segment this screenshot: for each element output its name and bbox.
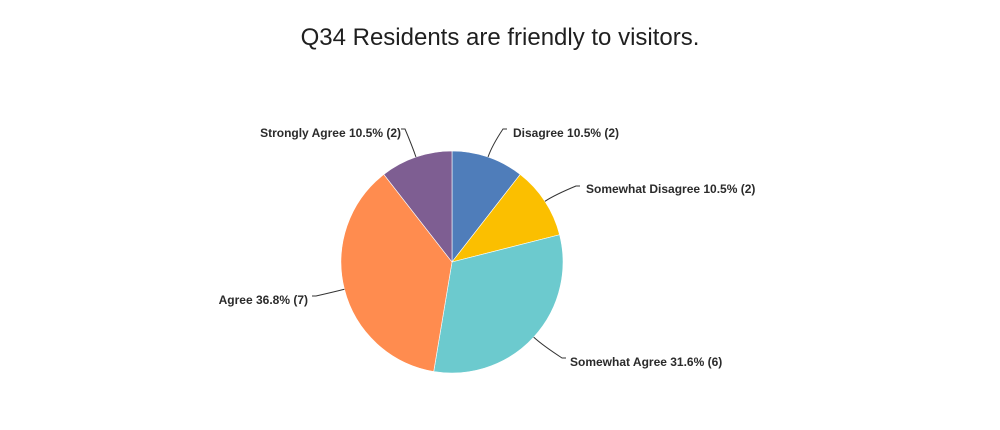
leader-line-strongly-agree	[401, 128, 417, 158]
slice-label-agree: Agree 36.8% (7)	[219, 293, 308, 307]
leader-line-somewhat-disagree	[544, 185, 580, 202]
leader-line-agree	[312, 288, 345, 297]
leader-line-somewhat-agree	[533, 336, 566, 359]
chart-title: Q34 Residents are friendly to visitors.	[300, 24, 700, 51]
pie-leader-lines	[312, 128, 580, 359]
pie-slice-disagree	[451, 150, 521, 263]
slice-label-disagree: Disagree 10.5% (2)	[513, 126, 619, 140]
pie-labels: Disagree 10.5% (2) Somewhat Disagree 10.5…	[219, 126, 756, 369]
slice-label-somewhat-disagree: Somewhat Disagree 10.5% (2)	[586, 182, 755, 196]
pie-slices	[340, 150, 564, 374]
leader-line-disagree	[487, 128, 507, 158]
pie-slice-somewhat-agree	[433, 234, 564, 374]
slice-label-strongly-agree: Strongly Agree 10.5% (2)	[260, 126, 401, 140]
pie-slice-strongly-agree	[383, 150, 453, 263]
slice-label-somewhat-agree: Somewhat Agree 31.6% (6)	[570, 355, 722, 369]
pie-slice-somewhat-disagree	[451, 173, 560, 263]
